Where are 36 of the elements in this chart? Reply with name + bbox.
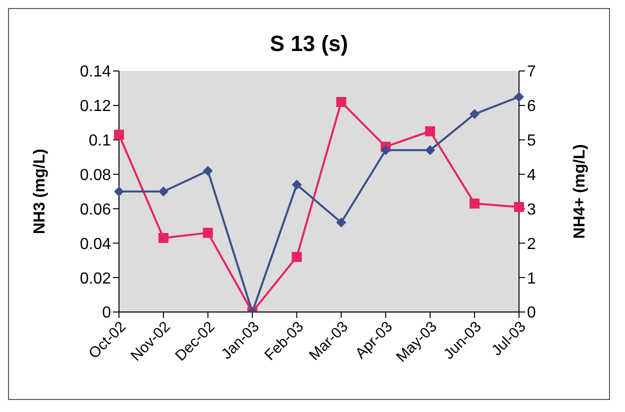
- point: [514, 202, 524, 212]
- point: [114, 130, 124, 140]
- y2-tick-label: 4: [527, 166, 536, 184]
- y-tick-label: 0: [102, 304, 112, 322]
- y2-tick-label: 1: [527, 270, 536, 288]
- y-tick-label: 0.12: [80, 98, 112, 116]
- y-tick-label: 0.08: [80, 166, 112, 184]
- point: [470, 109, 480, 120]
- y-tick-label: 0.04: [80, 236, 112, 253]
- chart-title: S 13 (s): [268, 31, 350, 57]
- point: [380, 145, 391, 156]
- point: [158, 186, 168, 196]
- point: [514, 92, 524, 102]
- y2-tick-label: 5: [527, 132, 536, 150]
- point: [470, 198, 480, 209]
- point: [292, 180, 302, 190]
- y-tick-label: 0.14: [80, 64, 112, 81]
- point: [425, 145, 436, 156]
- point: [202, 166, 213, 176]
- y2-tick-label: 7: [527, 64, 536, 81]
- y-tick-label: 0.06: [80, 201, 112, 218]
- point: [292, 252, 302, 262]
- y2-axis-title: NH4+ (mg/L): [572, 144, 589, 239]
- point: [336, 217, 346, 228]
- y2-tick-label: 6: [527, 98, 536, 116]
- y2-tick-label: 2: [527, 236, 536, 253]
- y-axis-title: NH3 (mg/L): [32, 148, 49, 234]
- y-tick-label: 0.02: [80, 270, 112, 288]
- point: [336, 96, 346, 107]
- point: [202, 228, 213, 238]
- y-tick-label: 0.1: [88, 132, 112, 150]
- point: [158, 232, 168, 243]
- point: [425, 126, 436, 136]
- y2-tick-label: 0: [527, 304, 536, 322]
- y2-tick-label: 3: [527, 201, 536, 218]
- point: [114, 186, 124, 196]
